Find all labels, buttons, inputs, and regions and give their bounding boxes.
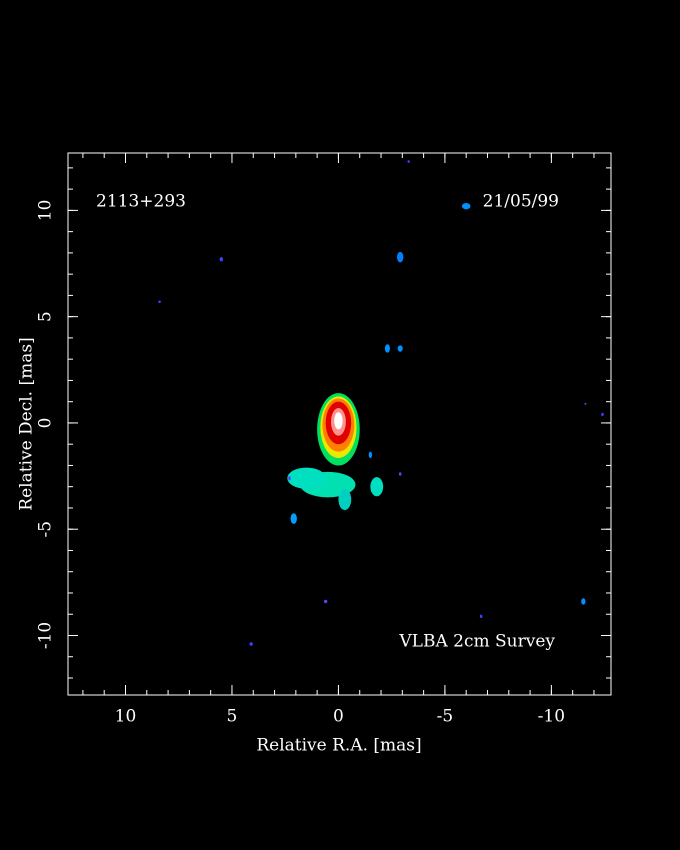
emission-feature [398, 472, 402, 476]
y-tick-label: -10 [36, 622, 56, 649]
emission-feature [384, 344, 390, 353]
x-tick-label: 0 [333, 707, 344, 727]
emission-feature [323, 599, 328, 604]
y-tick-label: 10 [36, 200, 56, 222]
emission-feature [370, 477, 384, 497]
emission-feature [290, 513, 297, 524]
source-label: 2113+293 [96, 192, 186, 212]
emission-feature [287, 467, 326, 489]
emission-feature [584, 402, 587, 405]
emission-feature [396, 251, 404, 263]
emission-feature [601, 412, 604, 417]
x-tick-label: -10 [538, 707, 565, 727]
emission-feature [407, 160, 410, 163]
x-tick-label: -5 [437, 707, 454, 727]
date-label: 21/05/99 [483, 192, 559, 212]
emission-feature [288, 476, 291, 481]
y-tick-label: -5 [36, 521, 56, 538]
emission-feature [249, 642, 253, 646]
emission-feature [368, 451, 373, 459]
x-tick-label: 10 [115, 707, 137, 727]
y-tick-label: 0 [36, 418, 56, 429]
emission-feature [479, 614, 483, 619]
emission-feature [334, 412, 343, 430]
y-tick-label: 5 [36, 311, 56, 322]
emission-feature [219, 257, 224, 262]
emission-feature [158, 300, 161, 304]
emission-feature [397, 345, 403, 352]
emission-feature [461, 202, 471, 210]
emission-feature [581, 598, 586, 605]
emission-feature [338, 488, 352, 511]
y-axis-label: Relative Decl. [mas] [17, 337, 37, 510]
plot-frame [67, 152, 612, 696]
x-tick-label: 5 [227, 707, 238, 727]
x-axis-label: Relative R.A. [mas] [256, 736, 421, 756]
survey-label: VLBA 2cm Survey [398, 632, 555, 652]
